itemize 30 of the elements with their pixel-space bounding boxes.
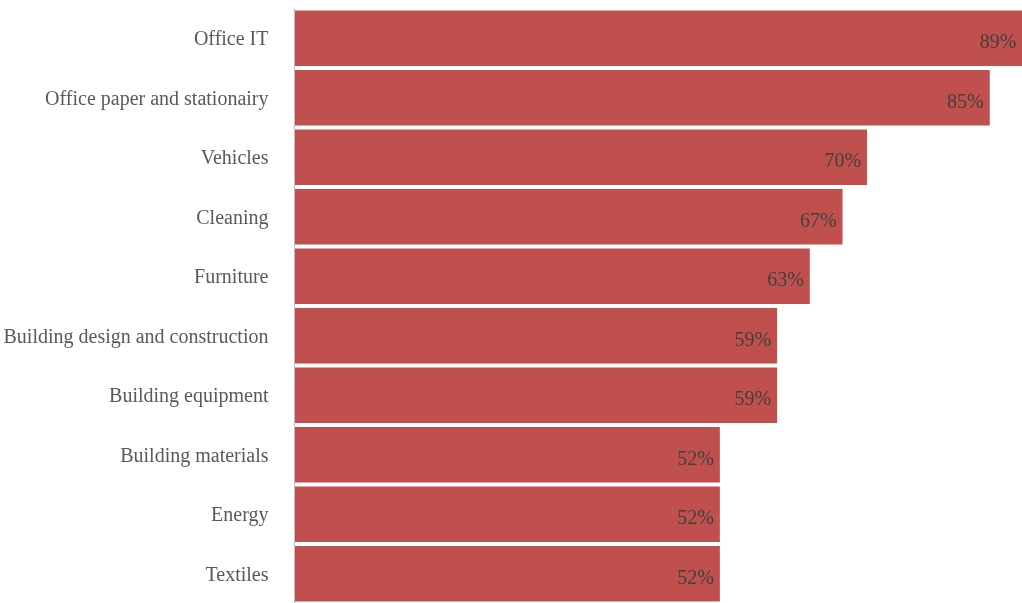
data-label: 67% <box>799 208 837 231</box>
bar <box>294 486 720 542</box>
data-label: 59% <box>734 327 772 350</box>
y-tick-label: Vehicles <box>200 146 269 169</box>
y-tick-label: Energy <box>211 503 269 527</box>
y-tick-label: Furniture <box>194 265 269 288</box>
bar <box>294 129 868 185</box>
bar <box>294 546 720 602</box>
bar <box>294 70 990 126</box>
data-label: 59% <box>734 387 772 410</box>
data-label: 52% <box>677 446 714 469</box>
data-label: 85% <box>947 89 984 112</box>
y-tick-label: Textiles <box>205 562 269 585</box>
y-tick-label: Building design and construction <box>3 324 269 348</box>
bar <box>294 248 810 304</box>
y-tick-label: Cleaning <box>196 205 269 229</box>
bar <box>294 427 720 483</box>
y-tick-label: Office IT <box>193 27 269 50</box>
data-label: 52% <box>677 506 714 529</box>
data-label: 63% <box>767 268 804 291</box>
y-tick-label: Building materials <box>120 443 269 467</box>
y-tick-label: Building equipment <box>109 384 269 408</box>
bar <box>294 367 778 423</box>
bar <box>294 308 778 364</box>
bar <box>294 10 1022 66</box>
data-label: 89% <box>979 30 1017 53</box>
data-label: 52% <box>677 565 714 588</box>
bar <box>294 189 843 245</box>
y-tick-label: Office paper and stationairy <box>45 86 269 110</box>
data-label: 70% <box>824 149 862 172</box>
